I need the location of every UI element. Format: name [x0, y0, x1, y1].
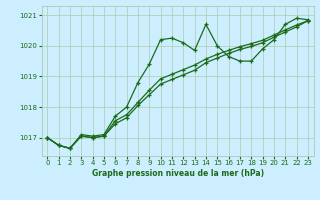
- X-axis label: Graphe pression niveau de la mer (hPa): Graphe pression niveau de la mer (hPa): [92, 169, 264, 178]
